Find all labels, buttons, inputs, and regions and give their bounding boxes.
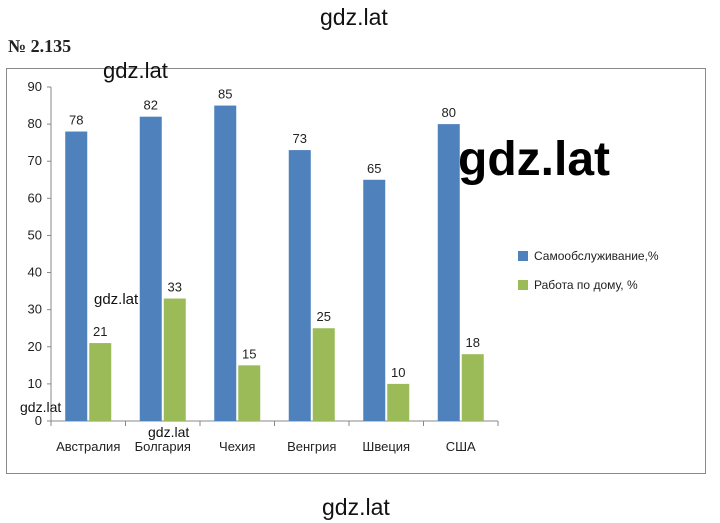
data-label: 85 — [218, 87, 232, 102]
data-label: 33 — [168, 280, 182, 295]
data-label: 18 — [466, 335, 480, 350]
y-tick-label: 20 — [28, 339, 42, 354]
legend-swatch-blue — [518, 251, 528, 261]
data-label: 25 — [317, 309, 331, 324]
bar-self-service — [139, 116, 162, 421]
watermark-mid: gdz.lat — [94, 291, 139, 308]
bar-housework — [312, 328, 335, 421]
legend-swatch-green — [518, 280, 528, 290]
bar-self-service — [363, 179, 386, 421]
bar-self-service — [437, 124, 460, 421]
bar-self-service — [214, 105, 237, 422]
y-tick-label: 80 — [28, 116, 42, 131]
watermark-top: gdz.lat — [320, 4, 388, 30]
category-label: Швеция — [362, 439, 410, 454]
category-label: Австралия — [56, 439, 120, 454]
data-label: 15 — [242, 346, 256, 361]
category-label: США — [446, 439, 476, 454]
legend-item-self-service: Самообслуживание,% — [518, 249, 659, 263]
data-label: 80 — [442, 105, 456, 120]
bar-housework — [163, 298, 186, 421]
watermark-category: gdz.lat — [148, 424, 190, 440]
data-label: 78 — [69, 113, 83, 128]
bar-self-service — [288, 150, 311, 422]
bar-housework — [238, 365, 261, 421]
y-tick-label: 90 — [28, 79, 42, 94]
watermark-large: gdz.lat — [458, 133, 610, 186]
data-label: 65 — [367, 161, 381, 176]
y-tick-label: 40 — [28, 265, 42, 280]
data-label: 73 — [293, 131, 307, 146]
category-label: Чехия — [219, 439, 255, 454]
y-tick-label: 10 — [28, 376, 42, 391]
y-tick-label: 70 — [28, 153, 42, 168]
watermark-chart-top: gdz.lat — [103, 58, 168, 83]
category-label: Болгария — [135, 439, 191, 454]
data-label: 21 — [93, 324, 107, 339]
bar-housework — [387, 383, 410, 421]
watermark-bottom: gdz.lat — [322, 494, 390, 520]
legend-label-self-service: Самообслуживание,% — [534, 249, 659, 263]
bar-housework — [461, 354, 484, 421]
bar-housework — [89, 343, 112, 421]
category-label: Венгрия — [287, 439, 336, 454]
bar-self-service — [65, 131, 88, 422]
y-tick-label: 30 — [28, 302, 42, 317]
y-tick-label: 0 — [35, 413, 42, 428]
watermark-axis: gdz.lat — [20, 399, 62, 415]
problem-number: № 2.135 — [8, 36, 72, 56]
legend-label-housework: Работа по дому, % — [534, 278, 638, 292]
legend-item-housework: Работа по дому, % — [518, 278, 638, 292]
data-label: 82 — [144, 98, 158, 113]
y-tick-label: 60 — [28, 190, 42, 205]
y-tick-label: 50 — [28, 227, 42, 242]
chart-frame — [6, 68, 706, 474]
data-label: 10 — [391, 365, 405, 380]
